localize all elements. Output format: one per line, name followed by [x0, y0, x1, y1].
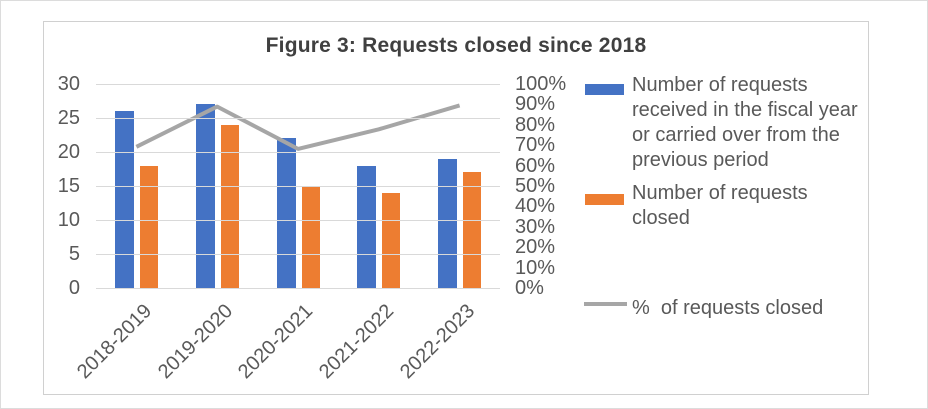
category-label-2022-2023: 2022-2023 — [395, 300, 480, 384]
legend-swatch-closed — [585, 194, 624, 205]
right-axis-tick-label: 20% — [515, 236, 556, 259]
legend-label-line: closed — [632, 207, 690, 229]
received-bar-2021-2022 — [357, 166, 377, 288]
received-bar-2018-2019 — [114, 111, 134, 288]
received-bar-2020-2021 — [276, 138, 296, 288]
x-axis-line — [96, 288, 500, 289]
gridline — [96, 220, 500, 221]
right-axis-tick-label: 0% — [515, 277, 544, 299]
left-axis-tick-label: 10 — [57, 209, 80, 231]
legend-label-line: Number of requests — [632, 182, 808, 204]
gridline — [96, 84, 500, 85]
right-axis-tick-label: 100% — [515, 73, 567, 95]
received-bar-2022-2023 — [438, 159, 458, 288]
left-axis-tick-label: 15 — [57, 175, 80, 197]
bar-group-2021-2022 — [357, 166, 401, 288]
left-axis-tick-label: 20 — [57, 141, 80, 163]
closed-bar-2019-2020 — [220, 125, 239, 288]
right-axis-tick-label: 80% — [515, 113, 556, 136]
right-axis-tick-label: 50% — [515, 175, 556, 197]
gridline — [96, 186, 500, 187]
right-axis-tick-label: 70% — [515, 134, 556, 157]
legend-swatch-received — [585, 84, 624, 95]
legend-label-received: Number of requests received in the fiscal… — [632, 73, 907, 173]
legend-label-line: received in the fiscal year — [632, 99, 858, 121]
legend-label-percent-closed: % of requests closed — [632, 296, 907, 321]
closed-bar-2021-2022 — [382, 193, 401, 288]
category-label-2019-2020: 2019-2020 — [153, 300, 237, 384]
closed-bar-2018-2019 — [139, 166, 158, 288]
chart-title: Figure 3: Requests closed since 2018 — [265, 34, 647, 57]
right-axis-tick-label: 90% — [515, 93, 556, 116]
left-axis-tick-label: 5 — [68, 243, 80, 265]
right-axis-tick-label: 30% — [515, 215, 556, 238]
category-label-2018-2019: 2018-2019 — [72, 300, 156, 384]
category-label-2021-2022: 2021-2022 — [315, 300, 399, 384]
left-axis-tick-label: 30 — [57, 73, 80, 95]
legend-label-closed: Number of requests closed — [632, 181, 907, 231]
chart-frame: Figure 3: Requests closed since 2018 30 2… — [43, 21, 869, 395]
gridline — [96, 152, 500, 153]
closed-bar-2022-2023 — [463, 172, 482, 288]
legend-label-line: or carried over from the — [632, 124, 840, 146]
closed-bar-2020-2021 — [301, 186, 320, 288]
gridline — [96, 118, 500, 119]
bar-group-2020-2021 — [276, 138, 320, 288]
legend-label-line: Number of requests — [632, 74, 808, 96]
legend-line-marker-percent-closed — [584, 302, 627, 306]
right-axis-tick-label: 40% — [515, 195, 556, 218]
right-axis-tick-label: 10% — [515, 256, 556, 279]
bar-group-2022-2023 — [438, 159, 482, 288]
gridline — [96, 254, 500, 255]
legend-label-line: previous period — [632, 149, 769, 171]
left-axis-tick-label: 0 — [68, 277, 80, 299]
bar-group-2019-2020 — [195, 104, 239, 288]
category-label-2020-2021: 2020-2021 — [234, 300, 318, 384]
received-bar-2019-2020 — [195, 104, 215, 288]
right-axis-tick-label: 60% — [515, 154, 556, 177]
bar-group-2018-2019 — [114, 111, 158, 288]
left-axis-tick-label: 25 — [57, 107, 80, 129]
legend-label-line: % of requests closed — [632, 297, 824, 319]
